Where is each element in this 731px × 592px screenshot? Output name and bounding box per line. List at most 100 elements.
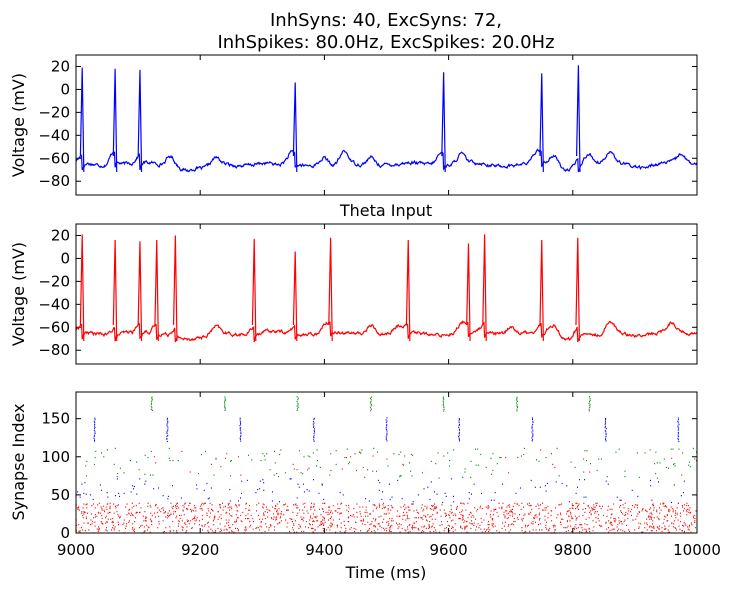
spike-dot — [411, 527, 413, 529]
spike-dot — [106, 503, 108, 505]
spike-dot — [458, 420, 460, 422]
spike-dot — [407, 506, 409, 508]
spike-dot — [617, 530, 618, 532]
spike-dot — [629, 530, 631, 533]
spike-dot — [118, 530, 120, 532]
spike-dot — [240, 520, 242, 522]
spike-dot — [452, 495, 454, 498]
spike-dot — [678, 423, 680, 425]
action-potential — [328, 237, 333, 342]
spike-dot — [551, 453, 553, 455]
spike-dot — [297, 402, 299, 404]
spike-dot — [307, 469, 309, 471]
spike-dot — [182, 509, 184, 511]
spike-dot — [139, 478, 141, 480]
spike-dot — [237, 500, 239, 502]
spike-dot — [168, 457, 170, 459]
spike-dot — [387, 504, 389, 507]
spike-dot — [82, 507, 84, 509]
spike-dot — [276, 472, 278, 475]
spike-dot — [247, 513, 249, 515]
action-potential — [405, 240, 411, 342]
spike-dot — [694, 514, 696, 517]
spike-dot — [595, 502, 597, 504]
spike-dot — [166, 417, 168, 420]
spike-dot — [568, 510, 570, 512]
spike-dot — [84, 482, 86, 484]
spike-dot — [366, 511, 368, 514]
spike-dot — [651, 517, 653, 519]
spike-dot — [562, 518, 564, 520]
spike-dot — [256, 527, 258, 529]
spike-dot — [362, 506, 364, 508]
spike-dot — [313, 434, 315, 436]
spike-dot — [154, 504, 156, 507]
spike-dot — [276, 516, 278, 518]
action-potential — [292, 251, 298, 342]
spike-dot — [150, 520, 152, 522]
spike-dot — [677, 422, 679, 424]
spike-dot — [106, 492, 108, 494]
spike-dot — [168, 447, 170, 449]
spike-dot — [322, 530, 324, 532]
spike-dot — [316, 520, 318, 522]
spike-dot — [422, 510, 424, 512]
spike-dot — [527, 525, 529, 527]
spike-dot — [519, 487, 521, 489]
spike-dot — [344, 524, 346, 526]
spike-dot — [338, 518, 340, 520]
spike-dot — [627, 508, 629, 510]
spike-dot — [386, 433, 388, 435]
spike-dot — [359, 513, 361, 515]
spike-dot — [98, 512, 100, 514]
spike-dot — [224, 457, 226, 459]
spike-dot — [547, 505, 549, 507]
spike-dot — [490, 510, 492, 512]
spike-dot — [372, 517, 374, 520]
spike-dot — [561, 503, 563, 505]
y-tick-label: −60 — [38, 149, 70, 167]
spike-dot — [312, 452, 314, 454]
spike-dot — [590, 513, 592, 515]
spike-dot — [195, 510, 197, 512]
spike-dot — [379, 504, 381, 507]
spike-dot — [656, 462, 658, 464]
spike-dot — [256, 504, 258, 506]
spike-dot — [464, 526, 466, 528]
spike-dot — [567, 530, 569, 532]
spike-dot — [368, 527, 370, 530]
spike-dot — [462, 517, 464, 519]
spike-dot — [228, 527, 230, 529]
spike-dot — [241, 520, 243, 523]
spike-dot — [481, 492, 483, 494]
spike-dot — [386, 513, 388, 515]
spike-dot — [233, 531, 235, 533]
spike-dot — [383, 513, 385, 515]
spike-dot — [459, 517, 461, 520]
spike-dot — [465, 525, 467, 527]
spike-dot — [310, 508, 312, 510]
spike-dot — [231, 530, 233, 532]
spike-dot — [670, 515, 672, 517]
spike-dot — [588, 408, 590, 411]
spike-dot — [614, 517, 616, 520]
spike-dot — [631, 489, 633, 491]
spike-dot — [504, 529, 506, 531]
spike-dot — [443, 399, 445, 401]
spike-dot — [139, 527, 141, 529]
spike-dot — [648, 515, 649, 517]
spike-dot — [292, 511, 294, 514]
spike-dot — [681, 506, 683, 508]
spike-dot — [524, 531, 526, 533]
spike-dot — [576, 517, 578, 519]
spike-dot — [443, 509, 445, 511]
spike-dot — [406, 514, 408, 517]
spike-dot — [224, 400, 226, 402]
spike-dot — [521, 502, 523, 504]
spike-dot — [140, 525, 142, 527]
spike-dot — [663, 528, 665, 530]
spike-dot — [97, 530, 99, 533]
spike-dot — [219, 523, 221, 525]
spike-dot — [458, 429, 460, 431]
spike-dot — [488, 506, 490, 508]
